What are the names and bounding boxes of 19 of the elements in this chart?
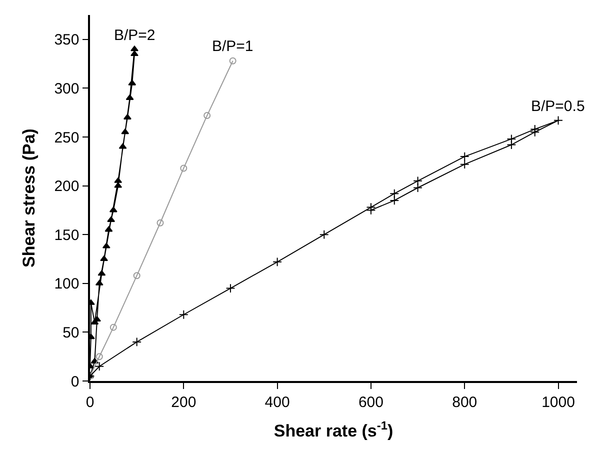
x-tick-label: 600 (358, 394, 384, 411)
y-tick-label: 250 (54, 129, 80, 146)
x-tick-label: 200 (171, 394, 196, 411)
x-tick-label: 800 (452, 394, 478, 411)
y-tick-label: 100 (54, 276, 80, 293)
x-tick-label: 1000 (542, 394, 575, 411)
series-label: B/P=2 (114, 27, 156, 44)
y-tick-label: 200 (54, 178, 80, 196)
y-tick-label: 150 (54, 226, 80, 244)
series-label: B/P=1 (212, 38, 254, 55)
x-tick-label: 400 (264, 394, 290, 411)
series-label: B/P=0.5 (531, 98, 585, 115)
y-tick-label: 350 (54, 32, 80, 49)
y-tick-label: 300 (54, 80, 80, 98)
y-tick-label: 0 (70, 373, 80, 390)
y-axis-title: Shear stress (Pa) (19, 128, 38, 268)
x-axis-title: Shear rate (s$^{-1}$) (274, 418, 394, 441)
y-tick-label: 50 (62, 324, 80, 342)
x-tick-label: 0 (86, 394, 94, 411)
